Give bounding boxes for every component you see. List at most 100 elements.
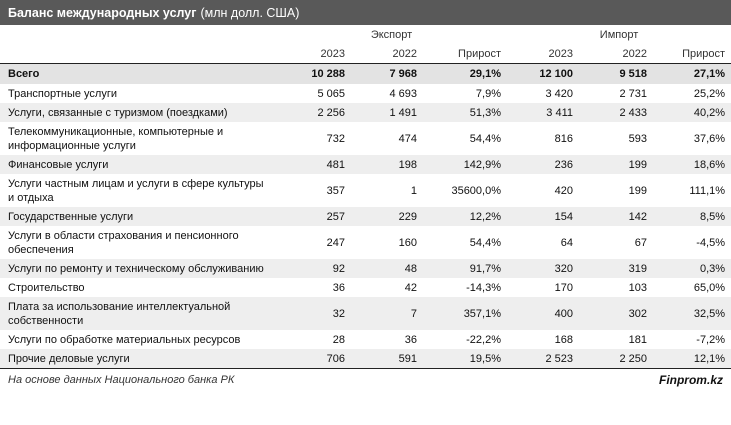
cell: 3 420 [545, 87, 573, 100]
cell: 65,0% [693, 281, 726, 294]
cell: -4,5% [696, 236, 726, 249]
cell: 27,1% [653, 63, 731, 84]
row-label: Всего [0, 63, 276, 84]
cell: 816 [554, 132, 573, 145]
cell: 142,9% [423, 155, 507, 174]
cell: 32,5% [653, 297, 731, 330]
table-row: Государственные услуги 257 229 12,2% 154… [0, 207, 731, 226]
cell: 2 256 [276, 103, 351, 122]
cell: 48 [351, 259, 423, 278]
table-row: Финансовые услуги 481 198 142,9% 236 199… [0, 155, 731, 174]
cell: 319 [579, 259, 653, 278]
cell: 0,3% [653, 259, 731, 278]
import-growth-header: Прирост [653, 44, 731, 64]
services-balance-table: Экспорт Импорт 2023 2022 Прирост 2023 20… [0, 25, 731, 369]
title-main: Баланс международных услуг [8, 5, 197, 20]
cell: 170 [554, 281, 573, 294]
cell: 181 [628, 333, 647, 346]
cell: 54,4% [469, 236, 501, 249]
column-sub-header: 2023 2022 Прирост 2023 2022 Прирост [0, 44, 731, 64]
brand-logo: Finprom.kz [658, 373, 723, 387]
row-label: Услуги по ремонту и техническому обслужи… [0, 259, 276, 278]
row-label: Услуги частным лицам и услуги в сфере ку… [8, 177, 264, 204]
cell: 19,5% [423, 349, 507, 369]
row-label: Прочие деловые услуги [0, 349, 276, 369]
cell: 12,2% [423, 207, 507, 226]
cell: 35600,0% [451, 184, 501, 197]
table-row: Услуги в области страхования и пенсионно… [0, 226, 731, 259]
table-row: Плата за использование интеллектуальной … [0, 297, 731, 330]
row-label: Услуги, связанные с туризмом (поездками) [0, 103, 276, 122]
export-2023-header: 2023 [276, 44, 351, 64]
cell: 320 [507, 259, 579, 278]
cell: 168 [554, 333, 573, 346]
cell: 103 [628, 281, 647, 294]
import-2023-header: 2023 [507, 44, 579, 64]
cell: 160 [398, 236, 417, 249]
cell: 51,3% [423, 103, 507, 122]
row-label: Услуги в области страхования и пенсионно… [8, 229, 239, 256]
cell: 42 [404, 281, 417, 294]
cell: -14,3% [466, 281, 501, 294]
cell: 9 518 [579, 63, 653, 84]
cell: 1 491 [351, 103, 423, 122]
import-group-header: Импорт [599, 28, 639, 41]
table-row: Строительство 36 42 -14,3% 170 103 65,0% [0, 278, 731, 297]
table-row: Услуги по обработке материальных ресурсо… [0, 330, 731, 349]
cell: 236 [507, 155, 579, 174]
cell: 3 411 [507, 103, 579, 122]
cell: 12,1% [653, 349, 731, 369]
row-label: Транспортные услуги [8, 87, 118, 100]
cell: 2 433 [579, 103, 653, 122]
cell: 198 [351, 155, 423, 174]
cell: 229 [351, 207, 423, 226]
cell: 7 968 [351, 63, 423, 84]
cell: 420 [554, 184, 573, 197]
cell: 92 [276, 259, 351, 278]
row-label: Финансовые услуги [0, 155, 276, 174]
cell: 29,1% [423, 63, 507, 84]
cell: 7 [351, 297, 423, 330]
table-row: Телекоммуникационные, компьютерные и инф… [0, 122, 731, 155]
cell: 36 [332, 281, 345, 294]
cell: 591 [351, 349, 423, 369]
cell: 4 693 [389, 87, 417, 100]
cell: 302 [579, 297, 653, 330]
cell: 199 [628, 184, 647, 197]
row-label: Государственные услуги [0, 207, 276, 226]
cell: 91,7% [423, 259, 507, 278]
cell: 400 [507, 297, 579, 330]
table-row: Транспортные услуги 5 065 4 693 7,9% 3 4… [0, 84, 731, 103]
cell: 28 [332, 333, 345, 346]
cell: 36 [404, 333, 417, 346]
cell: 7,9% [475, 87, 501, 100]
cell: 5 065 [317, 87, 345, 100]
cell: 481 [276, 155, 351, 174]
cell: 732 [326, 132, 345, 145]
table-footer: На основе данных Национального банка РК … [0, 369, 731, 391]
row-label: Услуги по обработке материальных ресурсо… [8, 333, 241, 346]
cell: 40,2% [653, 103, 731, 122]
cell: 10 288 [276, 63, 351, 84]
cell: 593 [628, 132, 647, 145]
cell: 8,5% [653, 207, 731, 226]
cell: -22,2% [466, 333, 501, 346]
table-title: Баланс международных услуг (млн долл. СШ… [0, 0, 731, 25]
import-2022-header: 2022 [579, 44, 653, 64]
cell: 32 [276, 297, 351, 330]
cell: 357,1% [423, 297, 507, 330]
export-group-header: Экспорт [370, 28, 413, 41]
cell: 2 523 [507, 349, 579, 369]
cell: 12 100 [507, 63, 579, 84]
title-unit: (млн долл. США) [200, 5, 300, 20]
cell: 154 [507, 207, 579, 226]
cell: 199 [579, 155, 653, 174]
table-row: Услуги по ремонту и техническому обслужи… [0, 259, 731, 278]
row-label: Телекоммуникационные, компьютерные и инф… [8, 125, 224, 152]
row-label: Плата за использование интеллектуальной … [0, 297, 276, 330]
cell: 357 [326, 184, 345, 197]
row-label: Строительство [8, 281, 85, 294]
source-note: На основе данных Национального банка РК [8, 374, 235, 386]
cell: 247 [326, 236, 345, 249]
total-row: Всего 10 288 7 968 29,1% 12 100 9 518 27… [0, 63, 731, 84]
